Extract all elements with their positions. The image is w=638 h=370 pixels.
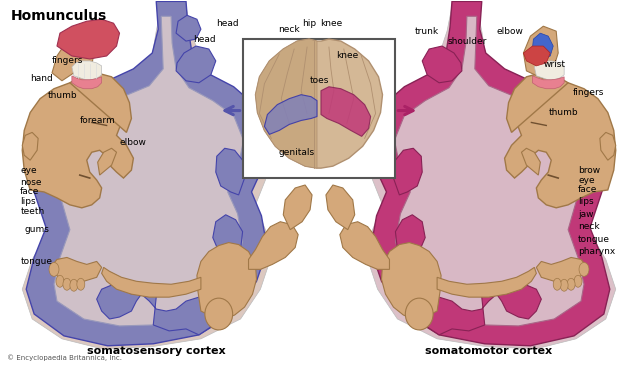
Polygon shape: [255, 39, 383, 168]
Polygon shape: [340, 222, 389, 269]
Ellipse shape: [574, 275, 582, 287]
Polygon shape: [98, 148, 117, 175]
Polygon shape: [369, 1, 610, 346]
Polygon shape: [396, 215, 425, 265]
Text: thumb: thumb: [548, 108, 578, 117]
Text: knee: knee: [336, 51, 358, 60]
Polygon shape: [507, 73, 568, 132]
Polygon shape: [521, 148, 540, 175]
Polygon shape: [422, 284, 541, 335]
Ellipse shape: [405, 298, 433, 330]
Polygon shape: [394, 16, 586, 326]
Polygon shape: [422, 46, 462, 83]
Polygon shape: [283, 185, 312, 230]
Polygon shape: [367, 6, 616, 349]
Text: lips: lips: [20, 197, 36, 206]
Text: face: face: [578, 185, 597, 195]
Text: © Encyclopaedia Britannica, Inc.: © Encyclopaedia Britannica, Inc.: [8, 354, 122, 361]
Text: toes: toes: [310, 76, 329, 85]
Text: thumb: thumb: [48, 91, 78, 100]
Polygon shape: [52, 31, 97, 81]
FancyBboxPatch shape: [242, 39, 396, 178]
Text: forearm: forearm: [80, 116, 115, 125]
Text: fingers: fingers: [52, 57, 84, 65]
Ellipse shape: [56, 275, 64, 287]
Polygon shape: [523, 46, 550, 66]
Polygon shape: [532, 33, 553, 59]
Ellipse shape: [560, 279, 568, 291]
Polygon shape: [72, 61, 101, 80]
Ellipse shape: [63, 278, 71, 290]
Text: tongue: tongue: [20, 257, 52, 266]
Text: head: head: [216, 19, 239, 28]
Polygon shape: [264, 95, 317, 134]
Polygon shape: [437, 268, 537, 297]
Text: hip: hip: [302, 19, 316, 28]
Text: jaw: jaw: [578, 210, 593, 219]
Text: elbow: elbow: [119, 138, 146, 147]
Polygon shape: [394, 148, 422, 195]
Text: somatosensory cortex: somatosensory cortex: [87, 346, 226, 356]
Polygon shape: [537, 258, 586, 282]
Text: neck: neck: [578, 222, 600, 231]
Polygon shape: [22, 81, 133, 208]
Text: wrist: wrist: [544, 60, 565, 70]
Polygon shape: [321, 87, 371, 137]
Text: elbow: elbow: [496, 27, 524, 36]
Polygon shape: [57, 19, 119, 59]
Ellipse shape: [77, 278, 85, 290]
Text: fingers: fingers: [573, 88, 604, 97]
Text: somatomotor cortex: somatomotor cortex: [425, 346, 553, 356]
Polygon shape: [216, 148, 244, 195]
Text: lips: lips: [578, 197, 594, 206]
Polygon shape: [535, 61, 564, 80]
Ellipse shape: [205, 298, 233, 330]
Polygon shape: [52, 16, 244, 326]
Polygon shape: [213, 215, 242, 265]
Text: gums: gums: [24, 225, 49, 234]
Text: head: head: [193, 35, 216, 44]
Text: face: face: [20, 188, 40, 196]
Polygon shape: [22, 6, 271, 349]
Ellipse shape: [567, 278, 575, 290]
Polygon shape: [197, 243, 256, 319]
Polygon shape: [70, 73, 131, 132]
Text: teeth: teeth: [20, 207, 45, 216]
Ellipse shape: [579, 262, 589, 276]
Polygon shape: [255, 39, 317, 168]
Polygon shape: [249, 222, 298, 269]
Text: trunk: trunk: [414, 27, 438, 36]
Polygon shape: [26, 1, 269, 346]
Ellipse shape: [553, 278, 561, 290]
Polygon shape: [600, 132, 616, 160]
Polygon shape: [97, 284, 216, 335]
Text: tongue: tongue: [578, 235, 610, 244]
Text: nose: nose: [20, 178, 41, 186]
Text: pharynx: pharynx: [578, 247, 615, 256]
Polygon shape: [22, 132, 38, 160]
Text: brow: brow: [578, 166, 600, 175]
Text: genitals: genitals: [278, 148, 315, 157]
Text: Homunculus: Homunculus: [10, 9, 107, 23]
Text: eye: eye: [578, 175, 595, 185]
Polygon shape: [532, 76, 564, 89]
Polygon shape: [101, 268, 201, 297]
Polygon shape: [176, 15, 201, 41]
Polygon shape: [72, 76, 101, 89]
Polygon shape: [176, 46, 216, 83]
Polygon shape: [382, 243, 441, 319]
Text: hand: hand: [30, 74, 53, 83]
Polygon shape: [52, 258, 101, 282]
Polygon shape: [523, 26, 558, 79]
Ellipse shape: [49, 262, 59, 276]
Polygon shape: [326, 185, 355, 230]
Text: neck: neck: [278, 25, 300, 34]
Polygon shape: [505, 81, 616, 208]
Text: knee: knee: [320, 19, 342, 28]
Ellipse shape: [70, 279, 78, 291]
Text: eye: eye: [20, 166, 37, 175]
Text: shoulder: shoulder: [447, 37, 486, 46]
